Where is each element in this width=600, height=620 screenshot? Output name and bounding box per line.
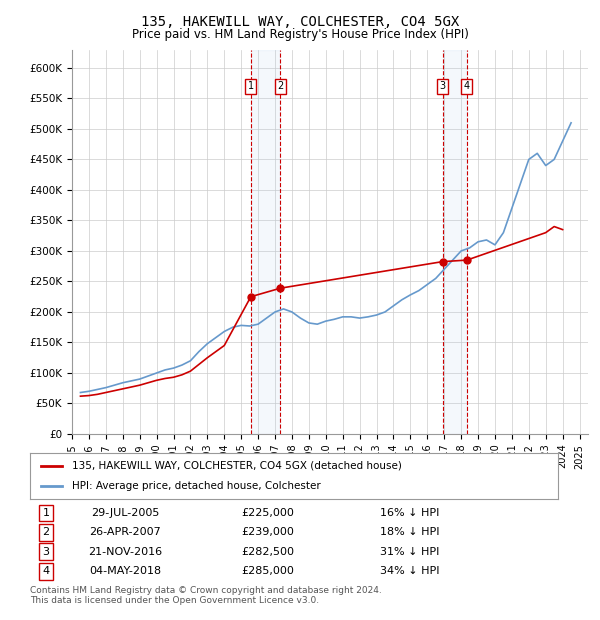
- Text: 1: 1: [248, 81, 254, 91]
- Text: 1: 1: [43, 508, 49, 518]
- Text: Price paid vs. HM Land Registry's House Price Index (HPI): Price paid vs. HM Land Registry's House …: [131, 28, 469, 41]
- Text: 31% ↓ HPI: 31% ↓ HPI: [380, 547, 440, 557]
- Text: £282,500: £282,500: [241, 547, 294, 557]
- Text: £225,000: £225,000: [241, 508, 294, 518]
- Text: 2: 2: [277, 81, 284, 91]
- Text: 29-JUL-2005: 29-JUL-2005: [91, 508, 159, 518]
- Text: 4: 4: [42, 566, 49, 576]
- Text: 16% ↓ HPI: 16% ↓ HPI: [380, 508, 440, 518]
- Text: 26-APR-2007: 26-APR-2007: [89, 528, 161, 538]
- Text: 18% ↓ HPI: 18% ↓ HPI: [380, 528, 440, 538]
- Text: 3: 3: [439, 81, 446, 91]
- Text: 04-MAY-2018: 04-MAY-2018: [89, 566, 161, 576]
- Text: £239,000: £239,000: [241, 528, 294, 538]
- Text: 3: 3: [43, 547, 49, 557]
- Text: 2: 2: [42, 528, 49, 538]
- Text: 21-NOV-2016: 21-NOV-2016: [88, 547, 162, 557]
- Text: 135, HAKEWILL WAY, COLCHESTER, CO4 5GX (detached house): 135, HAKEWILL WAY, COLCHESTER, CO4 5GX (…: [72, 461, 402, 471]
- Text: 135, HAKEWILL WAY, COLCHESTER, CO4 5GX: 135, HAKEWILL WAY, COLCHESTER, CO4 5GX: [141, 16, 459, 30]
- Text: HPI: Average price, detached house, Colchester: HPI: Average price, detached house, Colc…: [72, 481, 321, 491]
- Text: Contains HM Land Registry data © Crown copyright and database right 2024.
This d: Contains HM Land Registry data © Crown c…: [30, 586, 382, 605]
- Bar: [443, 50, 467, 434]
- Bar: [251, 50, 280, 434]
- Text: £285,000: £285,000: [241, 566, 294, 576]
- Text: 4: 4: [464, 81, 470, 91]
- Text: 34% ↓ HPI: 34% ↓ HPI: [380, 566, 440, 576]
